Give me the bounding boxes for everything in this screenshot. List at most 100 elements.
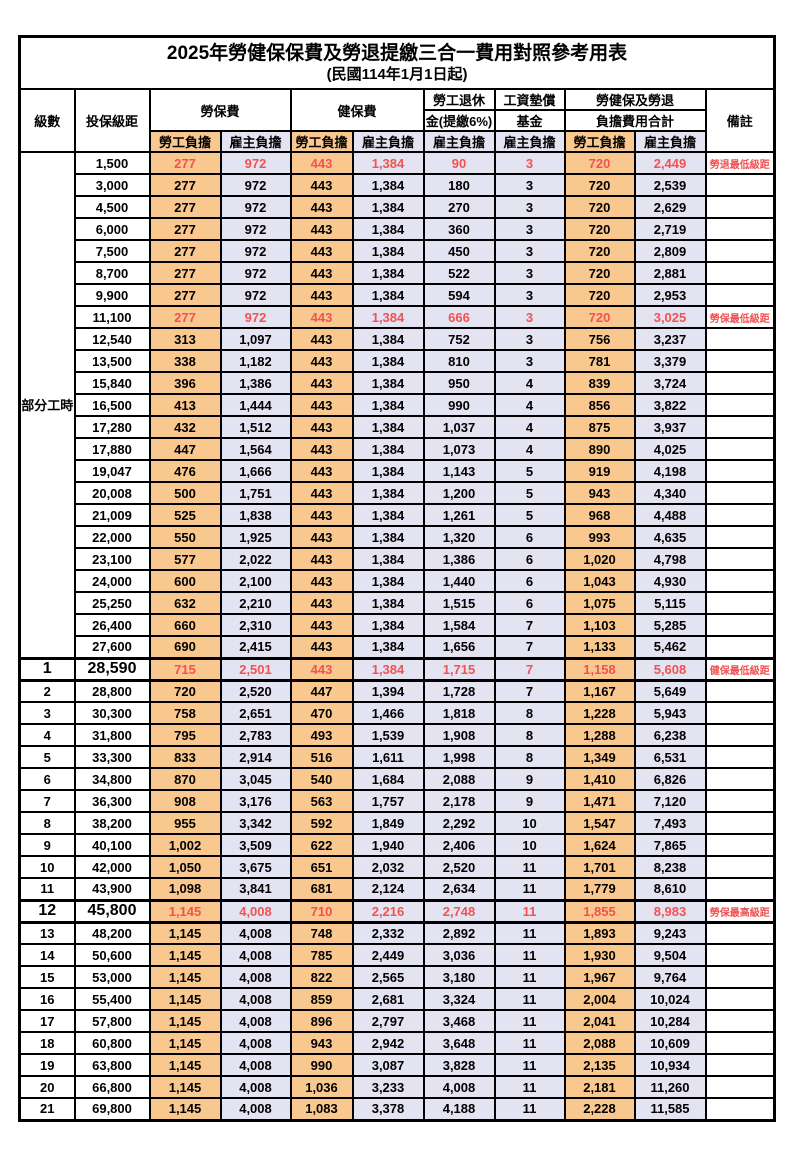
cell-fund-employer: 11 [493,1009,566,1033]
remark-cell [704,371,776,395]
cell-health-employee: 443 [289,349,354,373]
cell-total-employer: 3,025 [633,305,707,329]
page: 2025年勞健保保費及勞退提繳三合一費用對照參考用表 (民國114年1月1日起)… [0,35,791,1155]
remark-cell [704,459,776,483]
table-row: 21,009 525 1,838 443 1,384 1,261 5 968 4,488 [20,503,776,527]
cell-health-employee: 443 [289,525,354,549]
cell-health-employee: 443 [289,393,354,417]
cell-labor-employee: 955 [148,811,222,835]
cell-labor-employee: 277 [148,195,222,219]
cell-fund-employer: 7 [493,635,566,659]
cell-health-employer: 3,378 [351,1097,425,1121]
cell-health-employee: 563 [289,789,354,813]
cell-labor-employer: 1,182 [219,349,292,373]
remark-cell [704,921,776,945]
fee-table: 2025年勞健保保費及勞退提繳三合一費用對照參考用表 (民國114年1月1日起)… [18,35,777,1122]
cell-total-employee: 2,228 [563,1097,636,1121]
cell-labor-employee: 277 [148,261,222,285]
cell-pension-employer: 2,088 [422,767,496,791]
table-row: 4,500 277 972 443 1,384 270 3 720 2,629 [20,195,776,219]
subheader-labor-employer: 雇主負擔 [219,130,292,153]
cell-health-employee: 1,083 [289,1097,354,1121]
remark-cell [704,239,776,263]
remark-cell [704,569,776,593]
cell-total-employee: 1,133 [563,635,636,659]
bracket-value: 60,800 [73,1031,151,1055]
cell-health-employer: 1,384 [351,283,425,307]
bracket-value: 38,200 [73,811,151,835]
cell-total-employee: 720 [563,173,636,197]
cell-health-employer: 1,384 [351,503,425,527]
cell-labor-employee: 447 [148,437,222,461]
cell-fund-employer: 8 [493,723,566,747]
level-number: 8 [18,811,76,835]
cell-labor-employee: 277 [148,283,222,307]
bracket-value: 42,000 [73,855,151,879]
cell-total-employer: 3,724 [633,371,707,395]
table-row: 17,280 432 1,512 443 1,384 1,037 4 875 3,937 [20,415,776,439]
cell-total-employer: 8,238 [633,855,707,879]
cell-total-employee: 1,624 [563,833,636,857]
cell-pension-employer: 2,178 [422,789,496,813]
remark-cell [704,547,776,571]
cell-total-employee: 1,020 [563,547,636,571]
level-number: 3 [18,701,76,725]
cell-fund-employer: 3 [493,173,566,197]
bracket-value: 20,008 [73,481,151,505]
bracket-value: 43,900 [73,877,151,901]
cell-total-employee: 1,349 [563,745,636,769]
cell-labor-employer: 1,564 [219,437,292,461]
cell-fund-employer: 11 [493,855,566,879]
cell-fund-employer: 9 [493,767,566,791]
cell-pension-employer: 1,818 [422,701,496,725]
cell-health-employee: 447 [289,679,354,703]
bracket-value: 45,800 [73,898,151,924]
cell-labor-employer: 3,841 [219,877,292,901]
cell-total-employer: 11,260 [633,1075,707,1099]
remark-cell [704,679,776,703]
cell-total-employee: 720 [563,261,636,285]
cell-labor-employer: 4,008 [219,921,292,945]
cell-fund-employer: 3 [493,261,566,285]
cell-total-employer: 10,024 [633,987,707,1011]
table-row: 8 38,200 955 3,342 592 1,849 2,292 10 1,547 7,493 [18,811,776,835]
remark-cell [704,415,776,439]
cell-total-employee: 1,167 [563,679,636,703]
cell-labor-employee: 277 [148,305,222,329]
remark-cell [704,591,776,615]
remark-cell [704,767,776,791]
cell-health-employee: 443 [289,656,354,682]
cell-total-employer: 7,493 [633,811,707,835]
cell-health-employer: 1,757 [351,789,425,813]
cell-health-employee: 443 [289,327,354,351]
cell-pension-employer: 752 [422,327,496,351]
cell-total-employer: 8,610 [633,877,707,901]
cell-health-employer: 2,797 [351,1009,425,1033]
bracket-value: 17,280 [73,415,151,439]
cell-fund-employer: 11 [493,921,566,945]
cell-pension-employer: 270 [422,195,496,219]
table-row: 2 28,800 720 2,520 447 1,394 1,728 7 1,167 5,649 [18,679,776,703]
cell-total-employee: 1,471 [563,789,636,813]
cell-total-employee: 1,043 [563,569,636,593]
subheader-fund-employer: 雇主負擔 [493,130,566,153]
bracket-value: 63,800 [73,1053,151,1077]
cell-pension-employer: 2,748 [422,898,496,924]
cell-labor-employee: 833 [148,745,222,769]
cell-health-employer: 3,087 [351,1053,425,1077]
col-header-pension-line1: 勞工退休 [422,88,496,111]
table-row: 3 30,300 758 2,651 470 1,466 1,818 8 1,228 5,943 [18,701,776,725]
cell-health-employee: 443 [289,569,354,593]
cell-health-employer: 1,384 [351,261,425,285]
cell-total-employee: 1,967 [563,965,636,989]
cell-health-employee: 443 [289,305,354,329]
cell-pension-employer: 3,324 [422,987,496,1011]
cell-total-employer: 10,284 [633,1009,707,1033]
bracket-value: 9,900 [73,283,151,307]
cell-total-employer: 9,504 [633,943,707,967]
title-row: 2025年勞健保保費及勞退提繳三合一費用對照參考用表 (民國114年1月1日起) [18,35,776,90]
level-number: 19 [18,1053,76,1077]
table-row: 19,047 476 1,666 443 1,384 1,143 5 919 4,198 [20,459,776,483]
cell-labor-employer: 972 [219,151,292,175]
cell-health-employee: 493 [289,723,354,747]
